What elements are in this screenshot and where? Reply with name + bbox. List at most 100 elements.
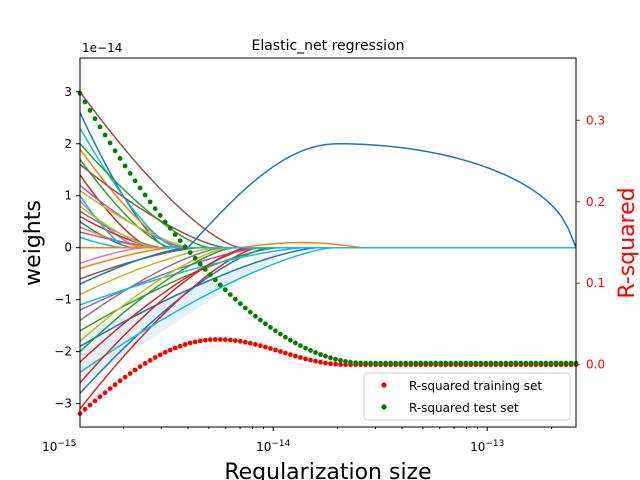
r2-test-point <box>298 343 303 348</box>
r2-test-point <box>207 272 213 278</box>
left-y-axis-label: weights <box>21 200 46 286</box>
r2-test-point <box>463 360 469 366</box>
r2-test-point <box>172 232 178 238</box>
r2-train-point <box>132 367 138 373</box>
r2-test-point <box>227 292 233 297</box>
right-y-axis-label: R-squared <box>615 187 640 298</box>
r2-test-point <box>82 99 88 105</box>
r2-test-point <box>378 360 383 366</box>
r2-train-point <box>92 398 98 404</box>
r2-train-point <box>273 347 278 353</box>
r2-train-point <box>222 337 228 343</box>
r2-test-point <box>433 360 439 366</box>
x-axis: 10−15 10−14 10−13 <box>42 427 553 454</box>
r2-train-point <box>232 338 238 343</box>
r2-test-point <box>508 360 514 366</box>
r2-train-point <box>87 402 93 408</box>
r2-test-point <box>483 360 489 366</box>
r2-test-point <box>563 360 569 366</box>
left-tick-label-0: 3 <box>64 85 72 99</box>
x-axis-label: Regularization size <box>224 460 431 480</box>
r2-test-point <box>518 360 524 366</box>
x-tick-label-1: 10−14 <box>256 439 291 454</box>
r2-train-point <box>152 355 158 360</box>
r2-train-point <box>258 343 263 349</box>
r2-test-point <box>152 206 158 212</box>
r2-train-point <box>247 340 253 346</box>
r2-train-point <box>187 340 193 346</box>
r2-test-point <box>393 360 398 366</box>
x-tick-label-0: 10−15 <box>42 439 76 454</box>
r2-train-point <box>122 374 128 380</box>
r2-train-point <box>172 345 178 351</box>
r2-test-point <box>187 250 193 256</box>
r2-train-point <box>112 382 118 388</box>
r2-test-point <box>558 360 564 366</box>
r2-train-point <box>303 356 308 362</box>
r2-test-point <box>288 337 293 343</box>
r2-train-point <box>253 342 258 347</box>
r2-test-point <box>102 132 108 138</box>
right-y-axis: 0.3 0.2 0.1 0.0 <box>576 113 605 372</box>
r2-train-point <box>333 361 338 367</box>
r2-train-point <box>142 361 148 366</box>
r2-test-point <box>87 108 93 113</box>
r2-test-point <box>142 192 148 198</box>
left-tick-label-6: −3 <box>54 397 72 411</box>
r2-test-point <box>398 360 403 366</box>
r2-test-point <box>112 148 118 154</box>
right-tick-label-1: 0.2 <box>586 195 605 209</box>
r2-test-point <box>538 360 544 366</box>
r2-test-point <box>488 360 494 366</box>
r2-train-point <box>97 394 103 400</box>
r2-test-point <box>107 140 113 146</box>
r2-test-point <box>222 287 228 293</box>
r2-train-point <box>157 352 163 358</box>
r2-test-point <box>358 360 363 366</box>
r2-test-point <box>97 124 103 130</box>
r2-train-point <box>82 406 88 412</box>
legend-marker-train <box>381 382 387 388</box>
r2-test-point <box>568 360 574 366</box>
r2-train-point <box>242 339 248 345</box>
r2-test-point <box>182 244 188 250</box>
r2-test-point <box>323 353 328 359</box>
r2-train-point <box>227 337 233 343</box>
r2-test-point <box>478 360 484 366</box>
r2-test-point <box>503 360 509 366</box>
r2-test-point <box>278 331 283 337</box>
legend-marker-test <box>381 404 387 410</box>
r2-test-point <box>523 360 529 366</box>
r2-test-point <box>263 321 268 327</box>
r2-train-point <box>192 339 198 345</box>
legend-label-test: R-squared test set <box>409 401 519 415</box>
r2-test-point <box>468 360 474 366</box>
r2-test-point <box>122 163 128 169</box>
r2-test-point <box>368 360 373 366</box>
r2-train-point <box>117 378 123 384</box>
r2-test-point <box>92 116 98 122</box>
left-tick-label-2: 1 <box>64 189 72 203</box>
right-tick-label-2: 0.1 <box>586 276 605 290</box>
r2-test-point <box>268 325 273 330</box>
r2-test-point <box>162 219 168 225</box>
r2-train-point <box>202 337 208 343</box>
r2-test-point <box>423 360 429 366</box>
r2-train-point <box>338 362 343 367</box>
r2-test-point <box>413 360 419 366</box>
legend-label-train: R-squared training set <box>409 379 542 393</box>
r2-train-point <box>127 371 133 376</box>
x-tick-label-2: 10−13 <box>470 439 504 454</box>
r2-test-point <box>177 238 183 244</box>
r2-test-point <box>293 340 298 346</box>
r2-test-point <box>408 360 414 366</box>
left-axis-multiplier: 1e−14 <box>82 41 122 55</box>
r2-test-point <box>117 156 123 161</box>
r2-test-point <box>328 355 333 361</box>
r2-test-point <box>363 360 368 366</box>
r2-test-point <box>202 267 208 272</box>
r2-test-point <box>528 360 534 366</box>
r2-test-point <box>247 309 253 315</box>
r2-test-point <box>212 277 218 283</box>
left-tick-label-4: −1 <box>54 293 72 307</box>
